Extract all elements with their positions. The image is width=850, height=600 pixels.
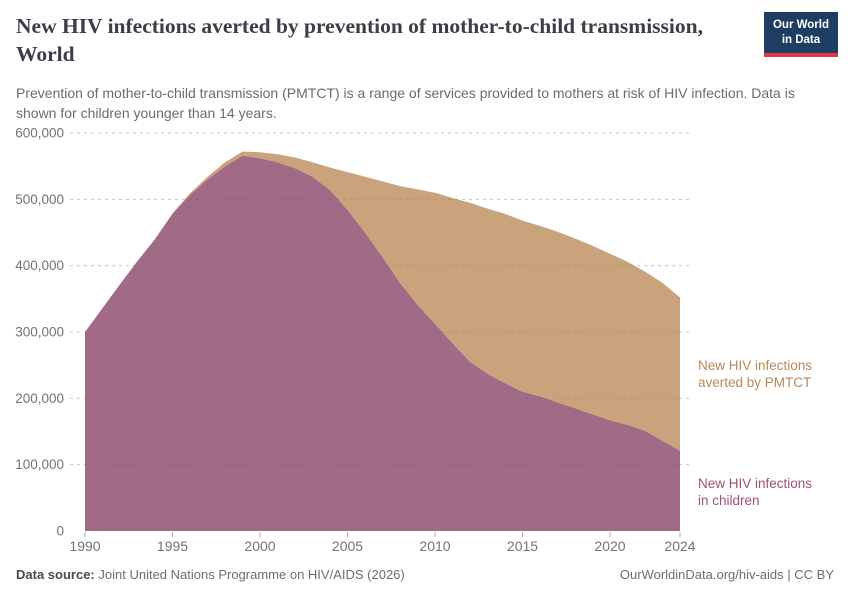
y-axis-tick-label: 400,000 — [15, 258, 64, 273]
series-label-averted-by-pmtct: New HIV infections averted by PMTCT — [698, 358, 813, 391]
owid-credit-link[interactable]: OurWorldinData.org/hiv-aids | CC BY — [619, 567, 834, 582]
data-source-label: Data source: — [16, 567, 95, 582]
owid-logo[interactable]: Our World in Data — [763, 12, 838, 57]
area-new-hiv-infections-in-children[interactable] — [85, 155, 680, 531]
y-axis-tick-label: 0 — [56, 524, 64, 539]
x-axis-tick-label: 2020 — [594, 538, 625, 554]
x-axis-tick-label: 2010 — [419, 538, 450, 554]
chart-title: New HIV infections averted by prevention… — [16, 14, 703, 67]
x-axis-tick-label: 1990 — [69, 538, 100, 554]
y-axis-tick-label: 300,000 — [15, 325, 64, 340]
y-axis-tick-label: 100,000 — [15, 457, 64, 472]
x-axis-tick-label: 2015 — [507, 538, 538, 554]
chart-subtitle: Prevention of mother-to-child transmissi… — [16, 85, 795, 121]
data-source-note: Data source: Joint United Nations Progra… — [16, 567, 405, 582]
y-axis-tick-label: 500,000 — [15, 192, 64, 207]
x-axis-tick-label: 1995 — [157, 538, 188, 554]
x-axis-tick-label: 2000 — [244, 538, 275, 554]
y-axis-tick-label: 200,000 — [15, 391, 64, 406]
owid-logo-line2: in Data — [781, 33, 821, 46]
chart-footer: Data source: Joint United Nations Progra… — [16, 567, 834, 582]
x-axis-tick-label: 2005 — [332, 538, 363, 554]
x-axis-tick-label: 2024 — [664, 538, 695, 554]
owid-logo-line1: Our World — [772, 19, 829, 31]
series-label-infections-in-children: New HIV infections in children — [698, 476, 813, 509]
y-axis-tick-label: 600,000 — [15, 126, 64, 141]
data-source-text: Joint United Nations Programme on HIV/AI… — [98, 567, 405, 582]
area-new-hiv-infections-averted-by-pmtct[interactable] — [85, 151, 680, 451]
